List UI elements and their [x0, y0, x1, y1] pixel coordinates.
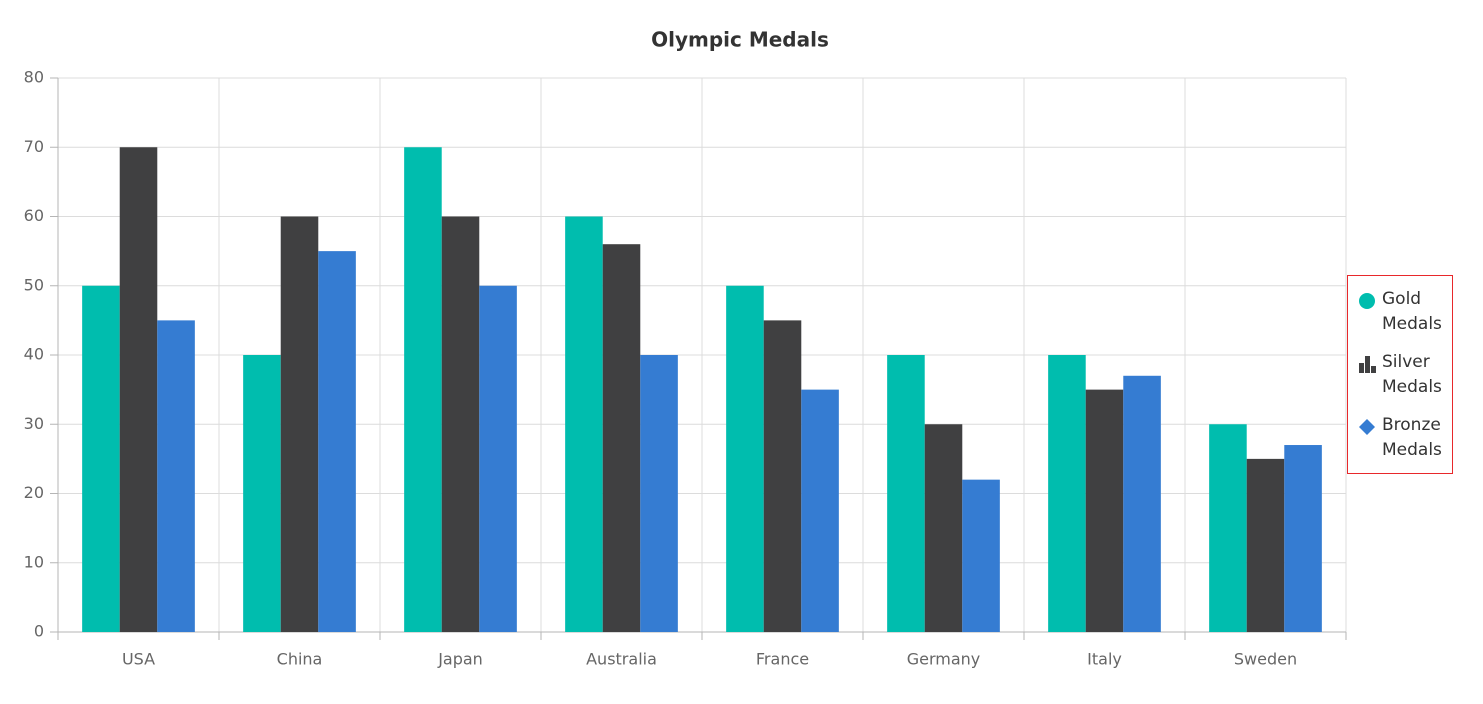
x-tick-label: Australia: [586, 650, 657, 669]
y-tick-label: 70: [24, 137, 44, 156]
legend-marker: [1359, 419, 1375, 435]
y-tick-label: 20: [24, 483, 44, 502]
bar: [1085, 389, 1124, 632]
y-tick-label: 30: [24, 414, 44, 433]
bar: [924, 424, 963, 632]
y-tick-label: 80: [24, 68, 44, 87]
x-tick-label: Sweden: [1234, 650, 1297, 669]
bar: [157, 320, 195, 632]
legend-marker: [1359, 356, 1376, 373]
bar: [243, 355, 281, 632]
legend-label: Bronze Medals: [1382, 415, 1442, 460]
bar: [441, 216, 480, 632]
x-tick-label: Germany: [907, 650, 981, 669]
bar: [962, 479, 1000, 632]
bar: [887, 355, 925, 632]
bar: [1246, 458, 1285, 632]
legend-symbol: [1359, 363, 1364, 373]
bar: [1284, 445, 1322, 632]
bar: [726, 285, 764, 632]
y-tick-label: 0: [34, 622, 44, 641]
legend-label: Silver Medals: [1382, 352, 1442, 397]
bar: [1209, 424, 1247, 632]
bar: [119, 147, 158, 632]
x-tick-label: China: [277, 650, 323, 669]
bar: [280, 216, 319, 632]
bar: [404, 147, 442, 632]
bar: [1048, 355, 1086, 632]
bar: [565, 216, 603, 632]
legend-label: Gold Medals: [1382, 289, 1442, 334]
bar: [640, 355, 678, 632]
bar: [82, 285, 120, 632]
bar: [801, 389, 839, 632]
chart-title: Olympic Medals: [651, 28, 829, 52]
x-tick-label: USA: [122, 650, 155, 669]
x-tick-label: Italy: [1087, 650, 1122, 669]
bar: [1123, 375, 1161, 632]
legend: Gold Medals Silver Medals Bronze Medals: [1347, 275, 1453, 474]
y-tick-label: 40: [24, 345, 44, 364]
legend-symbol: [1365, 356, 1370, 373]
legend-item[interactable]: Gold Medals: [1348, 287, 1452, 350]
bar: [602, 244, 641, 632]
legend-symbol: [1359, 419, 1375, 435]
legend-marker: [1359, 293, 1375, 309]
legend-item[interactable]: Silver Medals: [1348, 350, 1452, 413]
x-tick-label: France: [756, 650, 809, 669]
legend-symbol: [1371, 366, 1376, 373]
bar: [479, 285, 517, 632]
legend-symbol: [1359, 293, 1375, 309]
y-tick-label: 60: [24, 206, 44, 225]
legend-item[interactable]: Bronze Medals: [1348, 413, 1452, 476]
bar: [763, 320, 802, 632]
y-tick-label: 10: [24, 552, 44, 571]
bar: [318, 251, 356, 632]
x-tick-label: Japan: [437, 650, 483, 669]
y-tick-label: 50: [24, 275, 44, 294]
